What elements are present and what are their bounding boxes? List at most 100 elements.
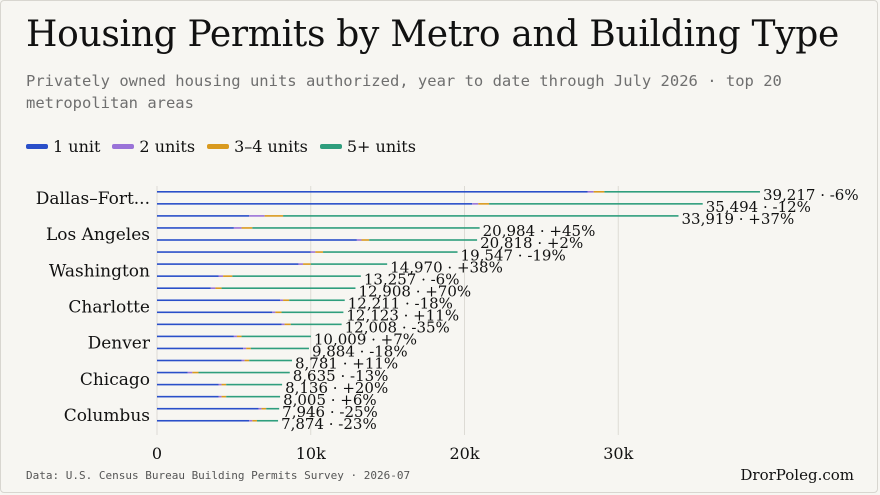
source-note: Data: U.S. Census Bureau Building Permit… — [26, 469, 411, 482]
bar-segment — [246, 347, 251, 350]
bar-segment — [221, 395, 227, 398]
bar-segment — [593, 191, 605, 193]
bar-segment — [303, 263, 311, 265]
bar-value-label: 10,009 · +7% — [314, 331, 417, 349]
bar-segment — [157, 419, 250, 422]
bar-segment — [232, 275, 361, 277]
legend-item: 1 unit — [26, 137, 100, 156]
bar-segment — [187, 371, 193, 374]
bar-segment — [369, 239, 478, 241]
bar-value-label: 8,635 · -13% — [293, 367, 389, 385]
bar-segment — [250, 347, 309, 350]
bar-segment — [157, 395, 219, 398]
bar-segment — [272, 311, 276, 314]
x-tick-label: 30k — [603, 444, 633, 463]
bar-segment — [241, 335, 311, 338]
bar-segment — [298, 263, 304, 265]
legend: 1 unit 2 units 3–4 units 5+ units — [26, 137, 428, 156]
bar-segment — [157, 251, 311, 253]
bar-value-label: 9,884 · -18% — [312, 343, 408, 361]
bar-segment — [215, 287, 222, 289]
chart-title: Housing Permits by Metro and Building Ty… — [26, 14, 839, 55]
bar-value-label: 7,946 · -25% — [282, 403, 378, 421]
bar-value-label: 8,005 · +6% — [283, 391, 377, 409]
bar-segment — [478, 203, 490, 205]
bar-segment — [261, 407, 267, 410]
bar-value-label: 7,874 · -23% — [281, 415, 377, 433]
bar-segment — [315, 251, 324, 253]
bar-value-label: 8,136 · +20% — [285, 379, 388, 397]
bar-segment — [157, 311, 273, 314]
bar-segment — [281, 323, 285, 326]
bar-segment — [252, 419, 257, 422]
legend-swatch — [26, 144, 48, 149]
bar-value-label: 20,984 · +45% — [483, 222, 596, 240]
bar-value-label: 33,919 · +37% — [682, 210, 795, 228]
legend-label: 2 units — [139, 137, 196, 156]
bar-segment — [157, 407, 259, 410]
legend-swatch — [319, 144, 342, 149]
bar-segment — [256, 419, 279, 422]
bar-segment — [233, 227, 242, 229]
bar-segment — [157, 323, 282, 326]
y-tick-label: Charlotte — [68, 297, 150, 317]
bar-segment — [157, 239, 357, 241]
bar-segment — [157, 383, 219, 386]
bar-segment — [310, 251, 316, 253]
bar-segment — [284, 323, 291, 326]
bar-segment — [241, 359, 245, 362]
bar-segment — [198, 371, 290, 374]
bar-value-label: 19,547 · -19% — [461, 246, 566, 264]
legend-swatch — [207, 144, 230, 149]
bar-segment — [252, 227, 480, 229]
y-tick-label: Dallas–Fort... — [36, 189, 150, 209]
x-tick-label: 10k — [296, 444, 326, 463]
bar-segment — [275, 311, 282, 314]
bar-segment — [157, 191, 588, 193]
bar-segment — [157, 347, 244, 350]
bar-segment — [264, 215, 284, 217]
bar-value-label: 12,211 · -18% — [348, 294, 453, 312]
y-tick-label: Columbus — [64, 406, 150, 426]
bar-segment — [157, 299, 280, 302]
bar-segment — [283, 215, 679, 217]
bar-segment — [210, 287, 216, 289]
bar-segment — [356, 239, 362, 241]
bar-value-label: 14,970 · +38% — [390, 258, 503, 276]
bar-segment — [157, 371, 188, 374]
bar-segment — [249, 215, 265, 217]
bar-segment — [289, 299, 345, 302]
bar-segment — [218, 275, 224, 277]
bar-value-label: 13,257 · -6% — [364, 270, 460, 288]
bar-value-label: 8,781 · +11% — [295, 355, 398, 373]
legend-item: 5+ units — [319, 137, 416, 156]
x-tick-label: 20k — [449, 444, 479, 463]
chart-subtitle: Privately owned housing units authorized… — [26, 72, 782, 112]
bar-value-label: 12,008 · -35% — [345, 319, 450, 337]
bar-segment — [157, 335, 234, 338]
y-tick-label: Denver — [88, 334, 151, 354]
bar-segment — [157, 263, 299, 265]
bar-value-label: 12,908 · +70% — [358, 282, 471, 300]
bar-value-label: 39,217 · -6% — [763, 186, 859, 204]
bar-segment — [233, 335, 237, 338]
bar-segment — [281, 311, 344, 314]
legend-swatch — [112, 144, 135, 149]
bar-segment — [249, 419, 253, 422]
bar-segment — [587, 191, 594, 193]
bar-segment — [244, 359, 250, 362]
legend-label: 3–4 units — [234, 137, 308, 156]
bar-segment — [249, 359, 293, 362]
bar-segment — [218, 383, 222, 386]
bar-segment — [218, 395, 222, 398]
bar-value-label: 12,123 · +11% — [346, 307, 459, 325]
bar-segment — [472, 203, 479, 205]
brand-label: DrorPoleg.com — [740, 466, 854, 484]
y-tick-label: Washington — [49, 261, 150, 281]
legend-item: 3–4 units — [207, 137, 308, 156]
bar-segment — [226, 395, 281, 398]
bar-segment — [157, 203, 473, 205]
bar-segment — [157, 359, 242, 362]
